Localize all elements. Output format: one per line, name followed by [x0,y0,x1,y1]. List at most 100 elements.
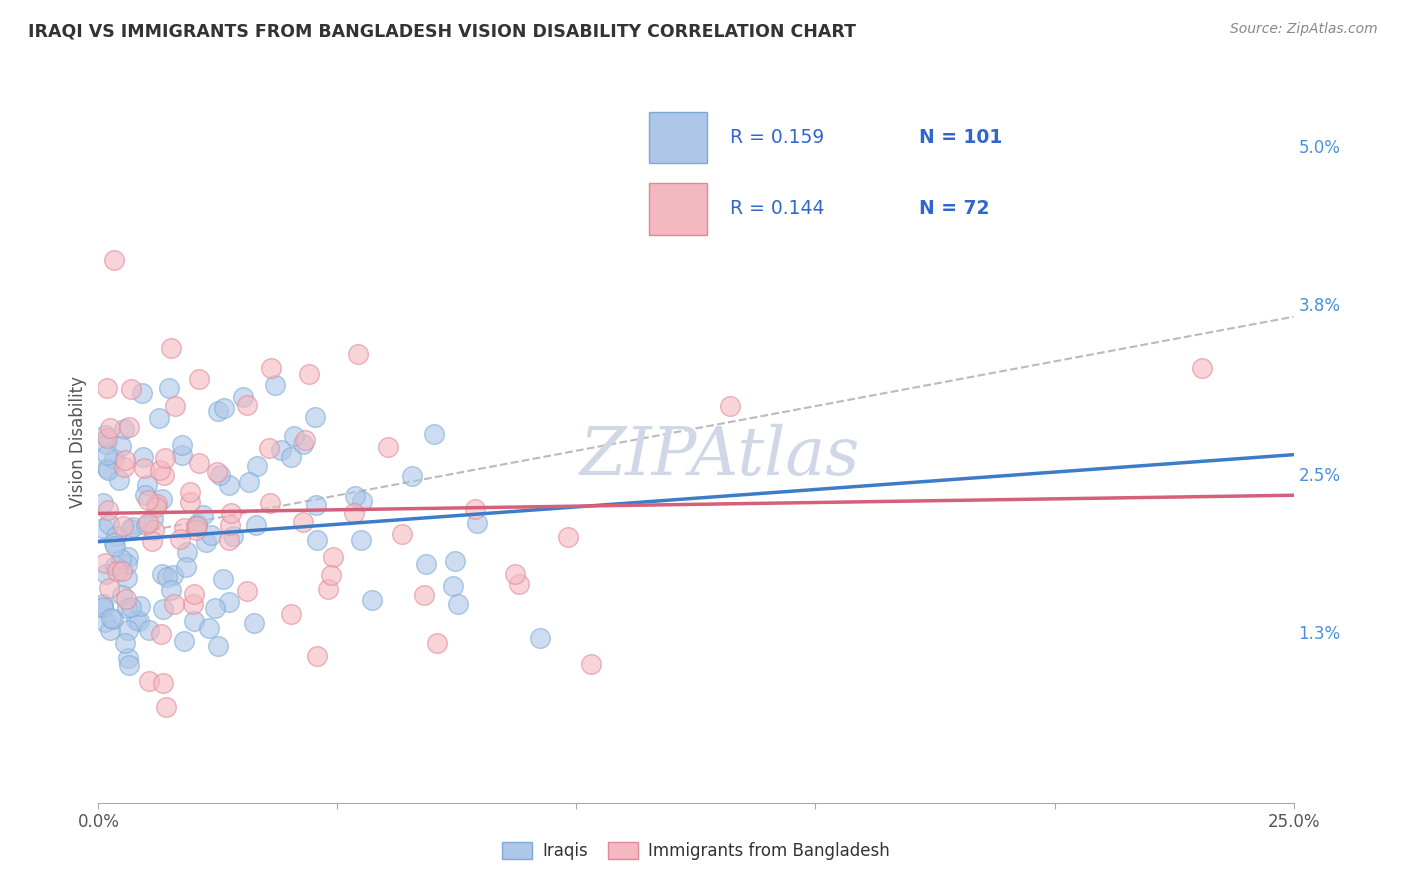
Point [145,500,167,515]
Point [347,347,370,361]
Point [350,533,373,547]
Point [236,584,259,599]
Point [104,539,127,553]
Point [138,673,160,688]
Point [103,536,125,550]
Point [112,460,135,475]
Point [270,443,292,458]
Point [238,475,260,489]
Point [107,473,129,487]
Point [464,501,486,516]
Point [322,550,344,565]
Point [91,597,114,611]
Point [152,601,174,615]
Point [188,372,211,386]
Point [103,252,125,267]
Point [1191,361,1213,376]
Point [212,572,235,586]
Point [245,518,267,533]
Legend: Iraqis, Immigrants from Bangladesh: Iraqis, Immigrants from Bangladesh [495,835,897,867]
Point [344,489,367,503]
Point [110,552,132,566]
Text: R = 0.144: R = 0.144 [730,199,824,219]
Point [163,597,186,611]
Point [114,452,136,467]
Bar [648,112,707,163]
Point [232,391,254,405]
Point [121,519,143,533]
Point [128,614,150,628]
Point [96,460,118,475]
Point [98,421,121,435]
Point [150,567,173,582]
Text: R = 0.159: R = 0.159 [730,128,824,147]
Point [503,566,526,581]
Point [91,600,114,615]
Point [294,434,316,448]
Point [176,545,198,559]
Point [148,411,170,425]
Point [136,492,159,507]
Point [150,492,173,507]
Point [96,381,118,395]
Point [447,598,470,612]
Point [134,460,156,475]
Point [110,439,132,453]
Point [96,431,118,445]
Point [212,401,235,415]
Text: Source: ZipAtlas.com: Source: ZipAtlas.com [1230,22,1378,37]
Point [236,398,259,412]
Point [136,516,159,530]
Point [218,533,240,548]
Point [179,485,201,500]
Point [401,468,423,483]
Point [204,600,226,615]
Point [243,616,266,631]
Point [104,529,127,543]
Point [413,588,436,602]
Point [292,516,315,530]
Point [142,512,165,526]
Point [118,522,141,536]
Point [257,442,280,456]
Point [280,607,302,621]
Point [115,592,138,607]
Point [181,597,204,611]
Point [218,478,240,492]
Point [146,497,169,511]
Y-axis label: Vision Disability: Vision Disability [69,376,87,508]
Point [169,532,191,546]
Point [184,519,207,533]
Point [131,385,153,400]
Point [174,560,197,574]
Point [111,588,134,602]
Point [186,518,208,533]
Point [136,477,159,491]
Point [107,565,129,579]
Point [156,570,179,584]
Point [94,428,117,442]
Point [120,382,142,396]
Point [98,623,121,637]
Point [343,507,366,521]
Point [423,426,446,441]
Point [115,601,138,615]
Point [170,438,193,452]
Point [305,498,328,512]
Point [173,633,195,648]
Point [98,517,121,532]
Point [219,506,242,520]
Point [111,519,134,533]
Point [160,582,183,597]
Point [579,657,602,671]
Point [135,518,157,533]
Point [128,599,150,613]
Point [195,534,218,549]
Point [444,553,467,567]
Point [155,700,177,714]
Point [557,530,579,544]
Point [170,448,193,462]
Text: ZIPAtlas: ZIPAtlas [579,424,860,489]
Point [508,576,530,591]
Point [153,451,176,466]
